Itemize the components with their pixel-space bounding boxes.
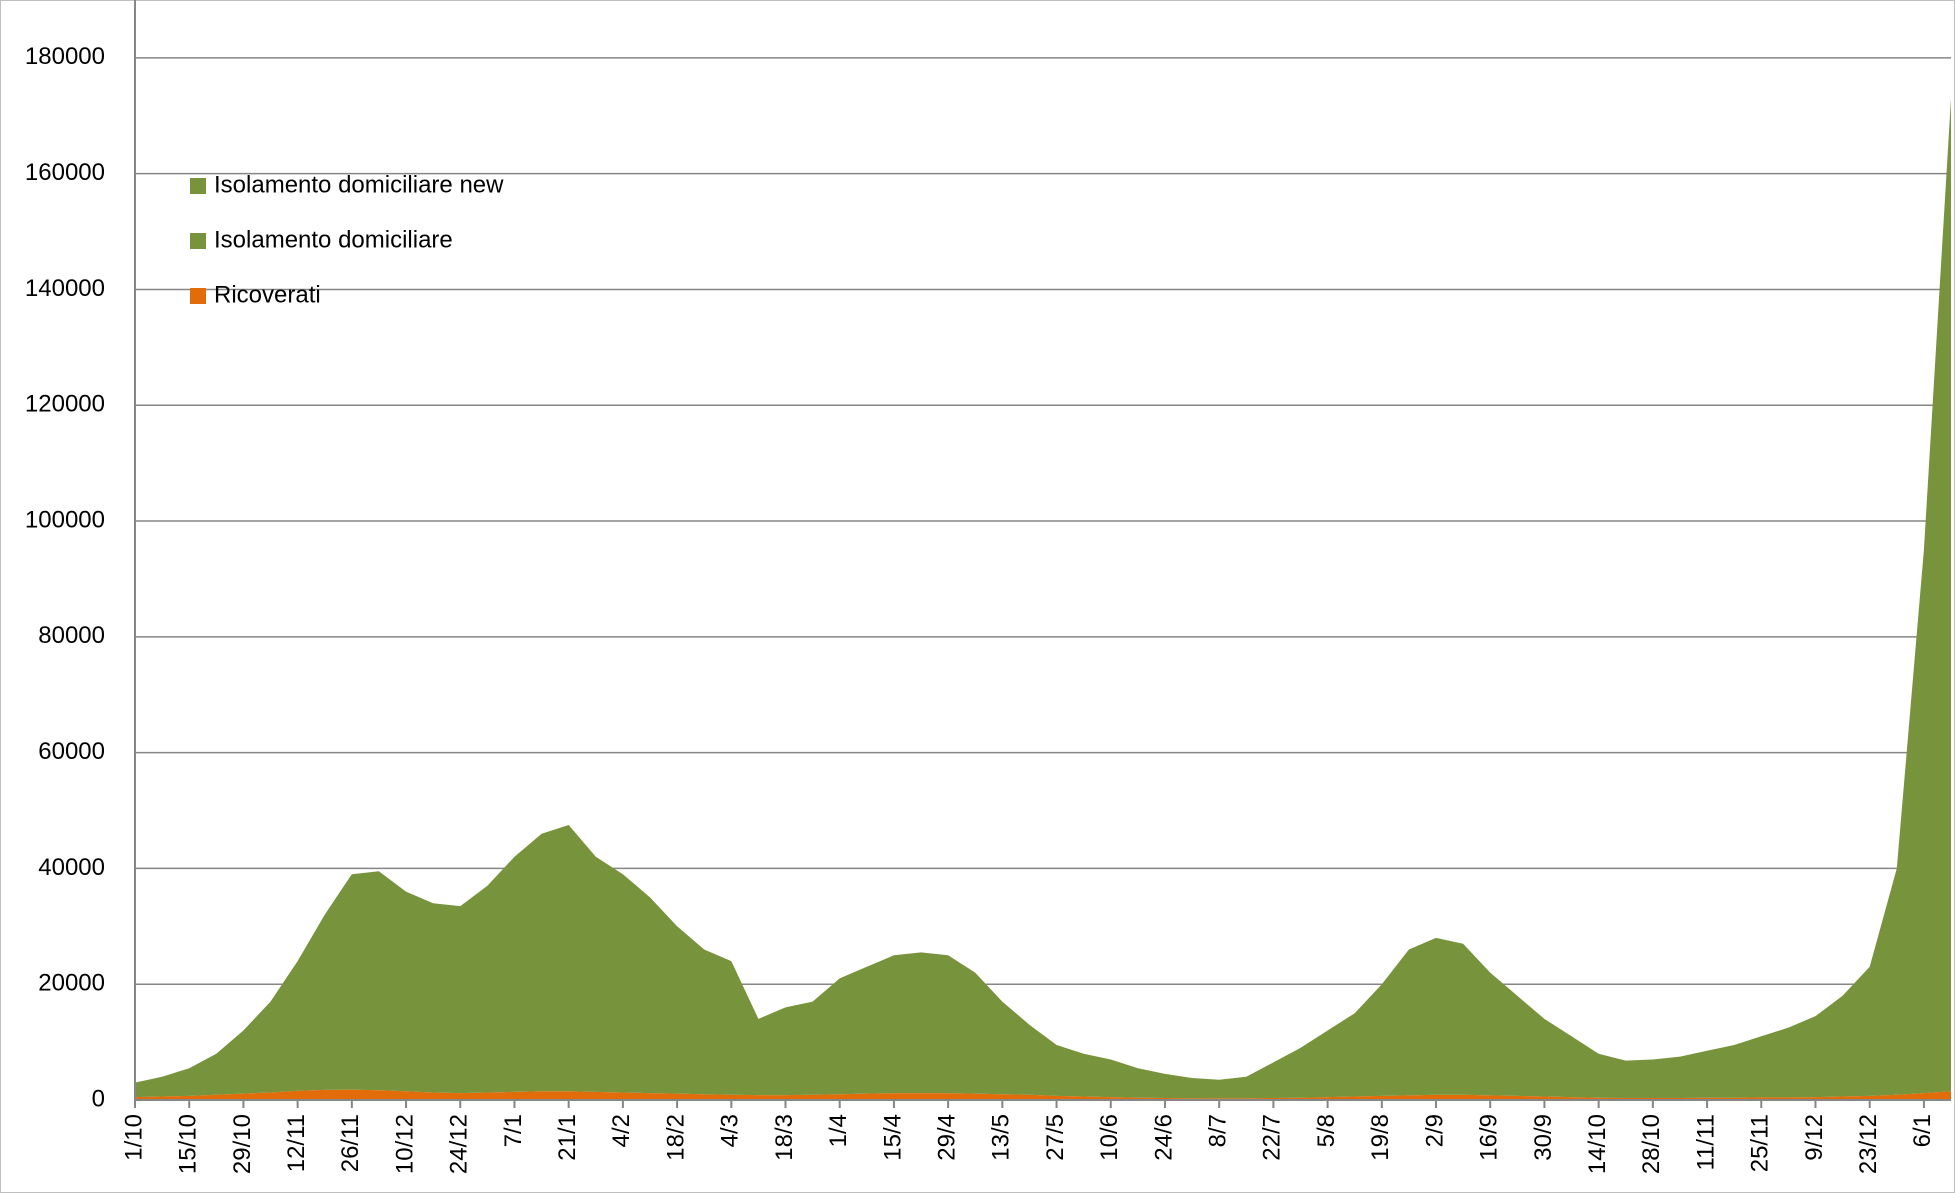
legend-swatch bbox=[190, 288, 206, 304]
y-tick-label: 60000 bbox=[38, 738, 105, 765]
x-tick-label: 4/3 bbox=[717, 1114, 744, 1147]
legend-swatch bbox=[190, 233, 206, 249]
x-tick-label: 12/11 bbox=[283, 1114, 310, 1172]
x-tick-label: 22/7 bbox=[1259, 1114, 1286, 1161]
area bbox=[135, 98, 1951, 1099]
x-tick-label: 1/10 bbox=[120, 1114, 147, 1161]
legend-label: Ricoverati bbox=[214, 281, 321, 308]
areas bbox=[135, 98, 1951, 1100]
x-tick-label: 25/11 bbox=[1747, 1114, 1774, 1172]
x-tick-label: 2/9 bbox=[1421, 1114, 1448, 1147]
x-tick-label: 8/7 bbox=[1205, 1114, 1232, 1147]
x-tick-label: 24/6 bbox=[1150, 1114, 1177, 1161]
x-tick-label: 24/12 bbox=[446, 1114, 473, 1174]
x-tick-label: 15/4 bbox=[879, 1114, 906, 1161]
x-tick-label: 29/10 bbox=[229, 1114, 256, 1174]
x-tick-label: 15/10 bbox=[175, 1114, 202, 1174]
x-tick-label: 18/3 bbox=[771, 1114, 798, 1161]
y-tick-label: 0 bbox=[92, 1085, 105, 1112]
x-tick-label: 10/6 bbox=[1096, 1114, 1123, 1161]
x-tick-label: 13/5 bbox=[988, 1114, 1015, 1161]
x-tick-label: 16/9 bbox=[1476, 1114, 1503, 1161]
y-tick-label: 20000 bbox=[38, 970, 105, 997]
x-tick-label: 11/11 bbox=[1692, 1114, 1719, 1171]
x-tick-label: 1/4 bbox=[825, 1114, 852, 1147]
x-tick-label: 18/2 bbox=[662, 1114, 689, 1161]
legend-swatch bbox=[190, 178, 206, 194]
legend: Isolamento domiciliare new Isolamento dom… bbox=[190, 171, 504, 308]
x-tick-label: 4/2 bbox=[608, 1114, 635, 1147]
x-tick-label: 29/4 bbox=[933, 1114, 960, 1161]
y-tick-label: 40000 bbox=[38, 854, 105, 881]
x-tick-label: 9/12 bbox=[1801, 1114, 1828, 1161]
legend-label: Isolamento domiciliare new bbox=[214, 171, 504, 198]
y-tick-label: 140000 bbox=[25, 275, 105, 302]
x-tick-label: 6/1 bbox=[1909, 1114, 1936, 1147]
x-tick-label: 5/8 bbox=[1313, 1114, 1340, 1147]
x-tick-label: 28/10 bbox=[1638, 1114, 1665, 1174]
x-tick-label: 27/5 bbox=[1042, 1114, 1069, 1161]
x-tick-label: 7/1 bbox=[500, 1114, 527, 1147]
area bbox=[135, 1089, 1951, 1100]
x-tick-label: 26/11 bbox=[337, 1114, 364, 1172]
x-tick-label: 30/9 bbox=[1530, 1114, 1557, 1161]
y-tick-label: 180000 bbox=[25, 43, 105, 70]
y-tick-label: 80000 bbox=[38, 622, 105, 649]
x-tick-label: 21/1 bbox=[554, 1114, 581, 1161]
x-tick-label: 10/12 bbox=[391, 1114, 418, 1174]
x-tick-label: 14/10 bbox=[1584, 1114, 1611, 1174]
y-tick-label: 100000 bbox=[25, 506, 105, 533]
legend-label: Isolamento domiciliare bbox=[214, 226, 453, 253]
y-tick-label: 120000 bbox=[25, 391, 105, 418]
x-tick-label: 23/12 bbox=[1855, 1114, 1882, 1174]
y-tick-label: 160000 bbox=[25, 159, 105, 186]
x-tick-label: 19/8 bbox=[1367, 1114, 1394, 1161]
axes: 0 20000 40000 60000 80000 100000 120000 140000 1… bbox=[25, 0, 1951, 1174]
